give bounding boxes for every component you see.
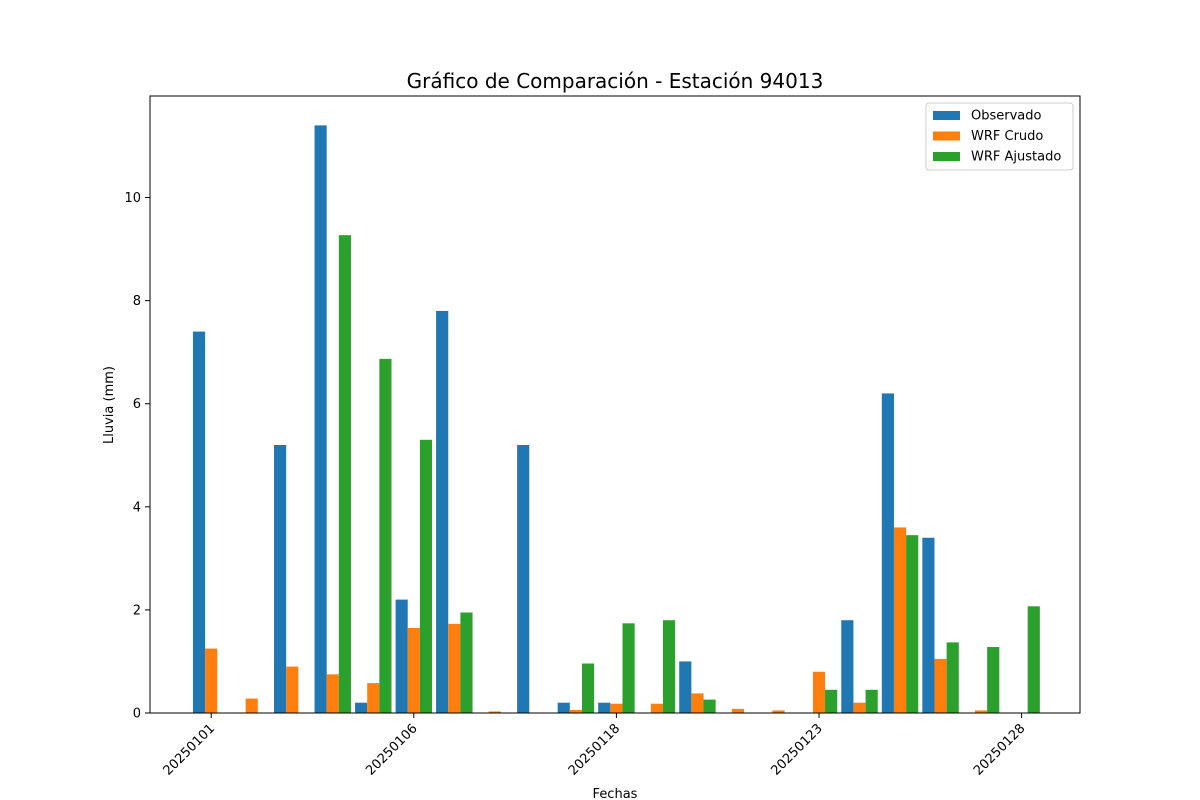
- bar-observado: [395, 599, 408, 713]
- bar-wrf-ajustado: [460, 612, 473, 713]
- bar-wrf-ajustado: [825, 689, 838, 713]
- legend-swatch: [933, 131, 960, 141]
- x-tick-label: 20250118: [566, 721, 623, 778]
- bar-observado: [841, 620, 854, 713]
- plot-frame: [149, 95, 1081, 714]
- legend-label: Observado: [971, 109, 1042, 124]
- bar-observado: [436, 310, 449, 713]
- bar-wrf-ajustado: [663, 620, 676, 713]
- x-tick-label: 20250101: [161, 721, 218, 778]
- y-axis: 0 2 4 6 8 10: [124, 191, 150, 722]
- y-tick-label: 6: [133, 397, 141, 412]
- bar-wrf-ajustado: [338, 235, 351, 714]
- bar-wrf-crudo: [326, 674, 339, 713]
- bar-wrf-ajustado: [946, 642, 959, 713]
- bar-wrf-crudo: [610, 703, 623, 713]
- bar-wrf-crudo: [934, 658, 947, 713]
- bar-wrf-crudo: [731, 708, 745, 713]
- bar-observado: [314, 125, 327, 713]
- bar-observado: [355, 702, 368, 713]
- bar-wrf-crudo: [812, 671, 826, 713]
- x-tick-label: 20250106: [363, 721, 420, 778]
- x-tick-label: 20250128: [971, 721, 1028, 778]
- chart-title: Gráfico de Comparación - Estación 94013: [407, 69, 824, 93]
- y-axis-label: Lluvia (mm): [102, 366, 117, 444]
- y-tick-label: 4: [133, 500, 141, 515]
- legend-swatch: [933, 111, 960, 120]
- legend: Observado WRF Crudo WRF Ajustado: [925, 102, 1074, 171]
- bar-wrf-ajustado: [865, 689, 878, 713]
- x-tick-label: 20250123: [768, 721, 825, 778]
- bar-wrf-crudo: [975, 710, 988, 713]
- bar-wrf-crudo: [286, 666, 299, 713]
- bar-observado: [192, 331, 206, 713]
- bar-observado: [679, 661, 692, 713]
- legend-label: WRF Ajustado: [971, 150, 1061, 165]
- x-axis: 20250101 20250106 20250118 20250123 20250128: [161, 713, 1028, 779]
- bar-observado: [598, 702, 611, 713]
- bar-wrf-crudo: [650, 703, 663, 713]
- legend-label: WRF Crudo: [971, 129, 1043, 144]
- y-tick-label: 2: [133, 603, 141, 618]
- bar-wrf-crudo: [407, 627, 420, 713]
- bar-observado: [517, 444, 530, 713]
- y-tick-label: 10: [124, 191, 141, 206]
- bar-wrf-crudo: [205, 648, 218, 713]
- bar-wrf-crudo: [448, 623, 461, 713]
- bar-observado: [922, 537, 935, 713]
- bar-wrf-crudo: [488, 711, 501, 713]
- bar-observado: [881, 393, 894, 713]
- bars-layer: [192, 125, 1040, 714]
- bar-wrf-crudo: [691, 693, 704, 713]
- bar-wrf-ajustado: [581, 663, 595, 713]
- bar-wrf-ajustado: [703, 699, 716, 713]
- legend-swatch: [933, 152, 960, 161]
- bar-wrf-ajustado: [987, 647, 1000, 713]
- bar-wrf-crudo: [893, 527, 907, 713]
- legend-box: [925, 102, 1074, 171]
- bar-wrf-ajustado: [906, 535, 919, 713]
- bar-wrf-ajustado: [379, 358, 392, 713]
- x-axis-label: Fechas: [593, 787, 638, 800]
- bar-wrf-crudo: [367, 683, 380, 713]
- bar-wrf-crudo: [245, 698, 258, 713]
- bar-wrf-crudo: [772, 710, 785, 713]
- bar-observado: [557, 702, 570, 713]
- bar-wrf-ajustado: [622, 623, 635, 713]
- bar-wrf-crudo: [853, 702, 866, 713]
- y-tick-label: 8: [133, 294, 141, 309]
- y-tick-label: 0: [133, 707, 141, 722]
- bar-observado: [274, 444, 287, 713]
- bar-wrf-ajustado: [419, 439, 433, 713]
- bar-wrf-crudo: [569, 709, 582, 713]
- bar-wrf-ajustado: [1027, 606, 1040, 713]
